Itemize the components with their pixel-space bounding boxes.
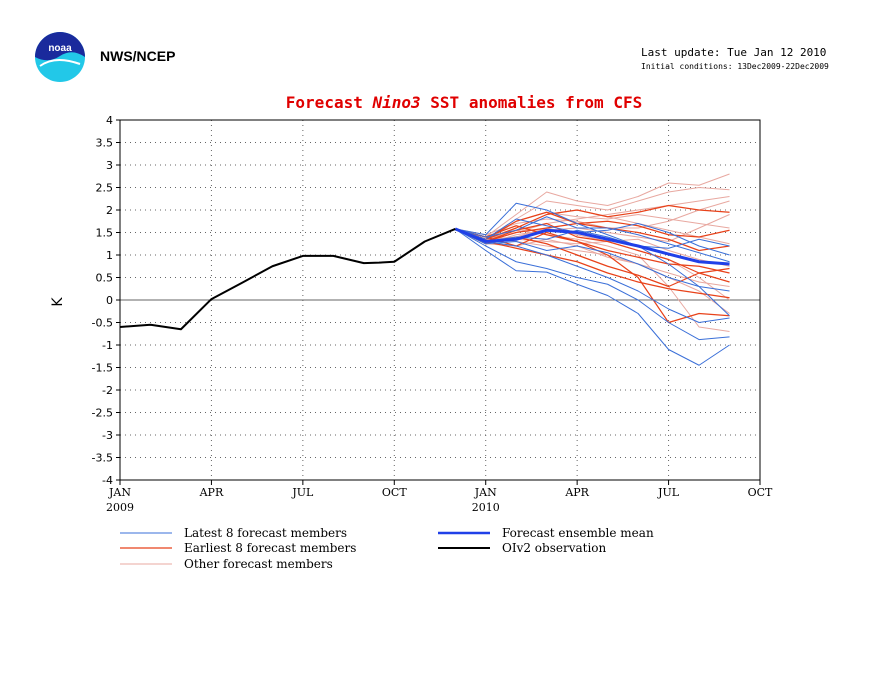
latest-member-line <box>455 228 730 323</box>
x-tick-label: APR <box>199 486 224 499</box>
initial-conditions-text: Initial conditions: 13Dec2009-22Dec2009 <box>641 62 829 71</box>
y-tick-label: -1.5 <box>92 362 113 375</box>
x-tick-label: JAN <box>474 486 497 499</box>
chart-title-part-1: Forecast <box>286 93 373 112</box>
grid-lines <box>120 120 760 480</box>
latest-member-line <box>455 216 730 263</box>
legend-label-mean: Forecast ensemble mean <box>502 526 654 540</box>
x-tick-label: JUL <box>657 486 680 499</box>
y-tick-label: 0 <box>106 294 113 307</box>
earliest-member-line <box>455 225 730 274</box>
earliest-members-series <box>454 204 730 324</box>
legend-label-obs: OIv2 observation <box>502 541 607 555</box>
y-axis-ticks: 4 3.5 3 2.5 2 1.5 1 0.5 0 -0.5 -1 -1.5 -2 -2.5 -3 -3.5 -… <box>92 114 120 487</box>
earliest-member-line <box>455 222 730 283</box>
x-tick-label: OCT <box>382 486 407 499</box>
y-tick-label: -4 <box>102 474 113 487</box>
latest-member-line <box>455 228 730 292</box>
x-tick-label: APR <box>564 486 589 499</box>
y-tick-label: 1 <box>106 249 113 262</box>
earliest-member-line <box>455 228 730 299</box>
agency-label: NWS/NCEP <box>100 48 175 64</box>
latest-member-line <box>454 228 730 341</box>
y-tick-label: 4 <box>106 114 113 127</box>
x-year-label: 2010 <box>472 501 500 514</box>
latest-member-line <box>455 202 730 317</box>
legend-label-latest: Latest 8 forecast members <box>184 526 347 540</box>
y-tick-label: -1 <box>102 339 113 352</box>
y-tick-label: -0.5 <box>92 317 113 330</box>
latest-member-line <box>455 218 730 256</box>
y-tick-label: 1.5 <box>96 227 114 240</box>
last-update-text: Last update: Tue Jan 12 2010 <box>641 46 826 59</box>
observation-line <box>119 227 456 331</box>
ensemble-mean-line <box>454 227 730 266</box>
chart-title: Forecast Nino3 SST anomalies from CFS <box>286 93 642 112</box>
earliest-member-line <box>455 211 730 252</box>
legend-label-other: Other forecast members <box>184 557 333 571</box>
y-tick-label: -2.5 <box>92 407 113 420</box>
y-tick-label: 2.5 <box>96 182 114 195</box>
y-tick-label: -2 <box>102 384 113 397</box>
ensemble-mean-series <box>454 227 730 266</box>
earliest-member-line <box>455 220 730 243</box>
legend-label-earliest: Earliest 8 forecast members <box>184 541 356 555</box>
y-tick-label: 3.5 <box>96 137 114 150</box>
other-member-line <box>455 228 730 267</box>
other-members-series <box>455 173 730 332</box>
x-tick-label: JAN <box>108 486 131 499</box>
chart-title-part-2: Nino3 <box>371 93 420 112</box>
x-year-label: 2009 <box>106 501 134 514</box>
x-tick-label: JUL <box>291 486 314 499</box>
y-tick-label: 2 <box>106 204 113 217</box>
x-axis-ticks: JAN 2009 APR JUL OCT JAN 2010 APR JUL OCT <box>106 480 773 514</box>
y-tick-label: 0.5 <box>96 272 114 285</box>
latest-members-series <box>454 202 730 366</box>
y-tick-label: -3 <box>102 429 113 442</box>
y-tick-label: -3.5 <box>92 452 113 465</box>
noaa-logo-text: noaa <box>48 43 72 54</box>
latest-member-line <box>454 228 730 366</box>
y-axis-label: K <box>50 297 66 307</box>
plot-frame <box>119 119 761 481</box>
chart-title-part-3: SST anomalies from CFS <box>421 93 643 112</box>
other-member-line <box>455 173 730 238</box>
x-tick-label: OCT <box>748 486 773 499</box>
y-tick-label: 3 <box>106 159 113 172</box>
noaa-logo: noaa <box>35 32 85 82</box>
observation-series <box>119 227 456 331</box>
